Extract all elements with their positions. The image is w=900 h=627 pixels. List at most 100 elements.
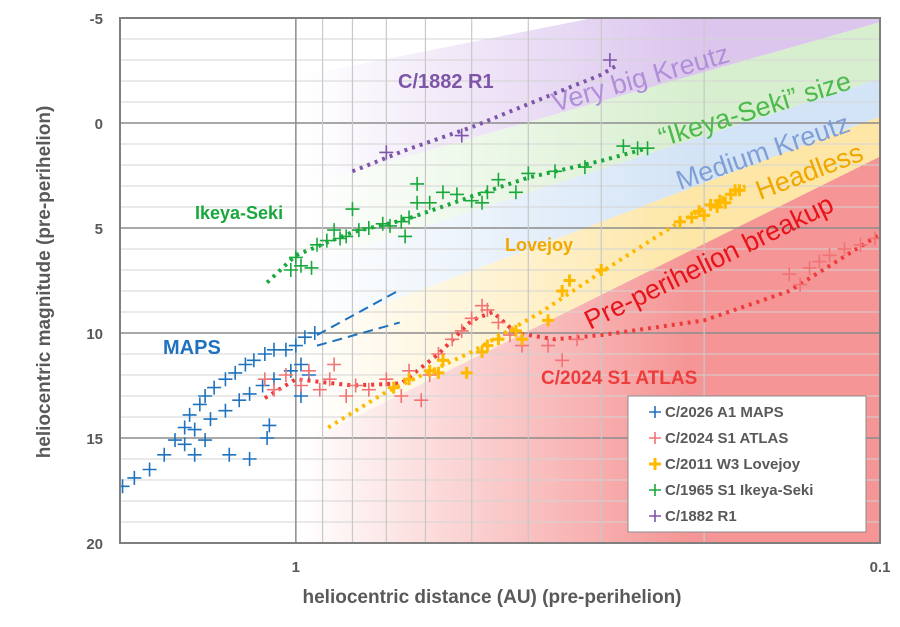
data-point [157, 447, 172, 462]
data-point [351, 223, 366, 238]
ikeya-seki-annotation: Ikeya-Seki [195, 203, 283, 223]
data-point [822, 248, 837, 263]
legend-entry-4: C/1882 R1 [665, 508, 737, 525]
data-point [301, 363, 316, 378]
y-tick-label: -5 [90, 11, 103, 28]
x-tick-label: 0.1 [870, 559, 891, 576]
data-point [435, 185, 450, 200]
data-point [719, 196, 732, 209]
legend-entry-1: C/2024 S1 ATLAS [665, 430, 788, 447]
data-point [255, 378, 270, 393]
data-point [333, 231, 348, 246]
data-point [602, 53, 617, 67]
y-tick-label: 15 [86, 431, 103, 448]
data-point [704, 198, 717, 211]
data-point [312, 382, 327, 397]
data-point [379, 372, 394, 387]
legend-marker-0 [649, 406, 661, 418]
data-point [563, 274, 576, 287]
data-point [297, 330, 312, 345]
data-point [345, 202, 360, 217]
data-point [120, 479, 130, 494]
y-tick-label: 5 [95, 221, 103, 238]
legend-entry-3: C/1965 S1 Ikeya-Seki [665, 482, 813, 499]
data-point [454, 323, 469, 338]
data-point [242, 386, 257, 401]
c1882-annotation: C/1882 R1 [398, 71, 494, 93]
data-point [327, 357, 342, 372]
data-point [293, 258, 308, 273]
x-tick-label: 1 [292, 559, 300, 576]
data-point [403, 373, 416, 386]
data-point [595, 264, 608, 276]
data-point [207, 380, 222, 395]
data-point [541, 338, 556, 353]
trend-line [265, 146, 649, 285]
data-point [361, 221, 376, 235]
data-point [142, 462, 157, 477]
data-point [423, 364, 436, 377]
data-point [266, 342, 281, 357]
y-tick-label: 0 [95, 116, 103, 133]
data-point [464, 193, 479, 208]
data-point [293, 357, 308, 372]
data-point [379, 145, 394, 160]
legend-marker-3 [649, 484, 661, 496]
trend-line [263, 232, 880, 400]
data-point [812, 254, 827, 269]
bands [120, 18, 880, 543]
data-point [445, 332, 460, 347]
data-point [304, 260, 319, 275]
data-point [278, 342, 293, 357]
data-point [398, 229, 413, 244]
data-point [288, 250, 303, 265]
y-axis-title: heliocentric magnitude (pre-perihelion) [34, 106, 55, 459]
data-point [432, 366, 445, 379]
data-point [542, 314, 555, 327]
data-point [187, 422, 202, 437]
data-point [168, 433, 183, 448]
data-point [288, 338, 303, 353]
data-point [177, 420, 192, 435]
data-point [555, 353, 570, 368]
series-3 [265, 139, 655, 285]
data-point [192, 397, 207, 412]
data-point [480, 302, 495, 317]
data-point [228, 365, 243, 380]
data-point [402, 210, 417, 225]
data-point [278, 368, 293, 382]
data-point [616, 139, 631, 154]
data-point [673, 215, 686, 228]
data-point [729, 184, 742, 197]
data-point [685, 211, 698, 224]
data-point [339, 389, 354, 403]
data-point [436, 354, 449, 367]
data-point [246, 353, 261, 368]
data-point [422, 195, 437, 210]
data-point [394, 214, 409, 229]
y-tick-label: 20 [86, 536, 103, 553]
data-point [242, 452, 257, 466]
series-0 [120, 289, 401, 494]
data-point [837, 242, 852, 256]
data-point [262, 418, 277, 433]
data-point [293, 378, 308, 393]
legend-marker-1 [649, 432, 661, 444]
data-point [556, 285, 569, 297]
data-point [339, 229, 354, 244]
data-point [266, 382, 281, 397]
extrapolation-line [316, 321, 400, 347]
data-point [449, 187, 464, 202]
data-point [310, 237, 325, 252]
data-point [203, 412, 218, 427]
marks [120, 53, 880, 494]
data-point [127, 470, 142, 485]
data-point [464, 311, 479, 326]
data-point [698, 209, 711, 222]
plot-border [119, 17, 881, 544]
data-point [257, 372, 272, 387]
data-point [307, 326, 322, 340]
data-point [491, 315, 506, 330]
data-point [218, 372, 233, 387]
